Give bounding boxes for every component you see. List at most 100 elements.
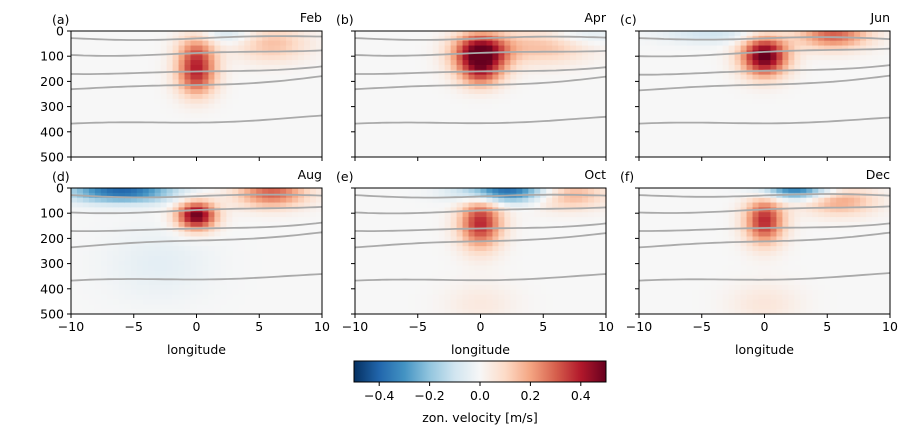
heatmap-cell (486, 74, 494, 81)
panel-jun: (c) Jun (620, 10, 891, 161)
heatmap-cell (71, 202, 78, 208)
heatmap-cell (872, 132, 879, 139)
heatmap-cell (444, 31, 452, 37)
heatmap-cell (100, 64, 108, 71)
heatmap-cell (728, 118, 736, 124)
heatmap-cell (106, 103, 114, 110)
heatmap-cell (462, 55, 470, 61)
heatmap-cell (355, 289, 362, 296)
heatmap-cell (262, 60, 269, 66)
heatmap-cell (698, 98, 706, 105)
heatmap-cell (274, 270, 281, 276)
heatmap-cell (304, 84, 311, 90)
heatmap-cell (450, 64, 458, 71)
heatmap-cell (444, 84, 452, 90)
heatmap-cell (220, 127, 227, 134)
heatmap-cell (148, 221, 156, 228)
heatmap-cell (486, 147, 494, 153)
heatmap-cell (310, 35, 317, 42)
panel-letter: (c) (620, 12, 637, 27)
heatmap-cell (118, 123, 126, 129)
heatmap-cell (82, 123, 90, 129)
heatmap-cell (824, 123, 831, 129)
heatmap-cell (316, 188, 323, 194)
heatmap-cell (112, 260, 120, 267)
heatmap-cell (298, 236, 305, 242)
heatmap-cell (360, 84, 368, 90)
heatmap-cell (564, 98, 571, 105)
heatmap-cell (220, 98, 227, 105)
heatmap-cell (274, 221, 281, 228)
heatmap-cell (444, 147, 452, 153)
heatmap-cell (450, 212, 458, 218)
heatmap-cell (244, 147, 251, 153)
heatmap-cell (468, 45, 476, 51)
heatmap-cell (480, 132, 488, 139)
heatmap-cell (366, 251, 374, 257)
heatmap-cell (860, 132, 867, 139)
heatmap-cell (76, 50, 84, 56)
heatmap-cell (262, 207, 269, 213)
heatmap-cell (220, 69, 227, 76)
heatmap-cell (298, 89, 305, 95)
heatmap-cell (878, 137, 885, 144)
heatmap-cell (106, 299, 114, 305)
heatmap-cell (734, 127, 742, 134)
heatmap-cell (220, 40, 227, 47)
heatmap-cell (420, 79, 428, 85)
heatmap-cell (414, 207, 422, 213)
heatmap-cell (680, 132, 688, 139)
heatmap-cell (498, 35, 506, 42)
heatmap-cell (226, 309, 233, 315)
heatmap-cell (384, 79, 392, 85)
heatmap-cell (740, 103, 748, 110)
contour-line (354, 50, 607, 57)
heatmap-cell (830, 89, 837, 95)
heatmap-cell (214, 188, 222, 194)
heatmap-cell (154, 152, 162, 158)
heatmap-cell (292, 137, 299, 144)
heatmap-cell (782, 123, 790, 129)
heatmap-cell (420, 89, 428, 95)
heatmap-cell (88, 74, 96, 81)
heatmap-cell (456, 275, 464, 281)
heatmap-cell (256, 55, 263, 61)
heatmap-cell (378, 299, 386, 305)
heatmap-cell (76, 79, 84, 85)
heatmap-cell (214, 118, 222, 124)
heatmap-cell (262, 212, 269, 218)
heatmap-cell (674, 94, 682, 100)
heatmap-cell (764, 84, 772, 90)
heatmap-cell (310, 147, 317, 153)
heatmap-cell (71, 265, 78, 271)
heatmap-cell (866, 123, 873, 129)
heatmap-cell (220, 207, 227, 213)
heatmap-cell (148, 280, 156, 286)
heatmap-cell (564, 64, 571, 71)
heatmap-cell (438, 40, 446, 47)
heatmap-cell (788, 35, 795, 42)
heatmap-cell (390, 45, 398, 51)
heatmap-cell (196, 152, 204, 158)
heatmap-cell (728, 40, 736, 47)
heatmap-cell (148, 246, 156, 252)
heatmap-cell (106, 69, 114, 76)
heatmap-cell (100, 192, 108, 199)
heatmap-cell (698, 74, 706, 81)
heatmap-cell (238, 89, 245, 95)
heatmap-cell (639, 60, 646, 66)
heatmap-cell (130, 212, 138, 218)
heatmap-cell (800, 84, 807, 90)
heatmap-cell (76, 231, 84, 238)
y-tick-label: 200 (40, 74, 64, 89)
heatmap-cell (516, 89, 523, 95)
heatmap-cell (220, 251, 227, 257)
heatmap-cell (184, 60, 192, 66)
heatmap-cell (770, 113, 778, 119)
heatmap-cell (812, 108, 819, 114)
heatmap-cell (130, 137, 138, 144)
heatmap-cell (124, 294, 132, 301)
heatmap-cell (274, 212, 281, 218)
heatmap-cell (800, 35, 807, 42)
heatmap-cell (244, 137, 251, 144)
